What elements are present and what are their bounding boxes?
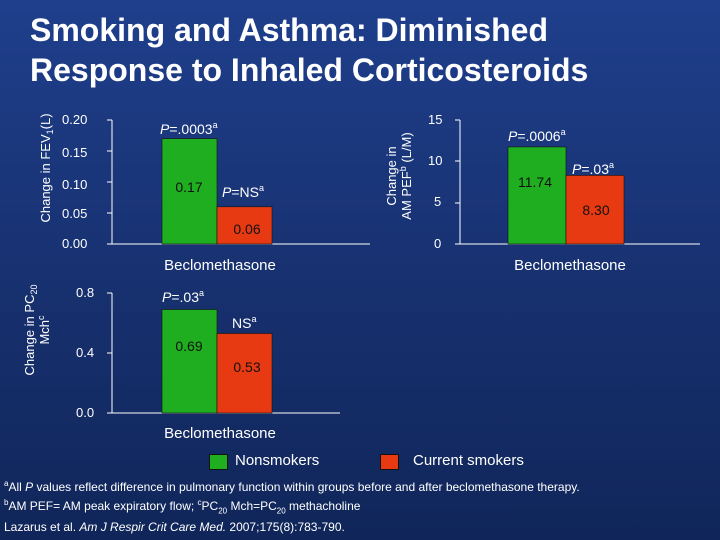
pc20-tick-0: 0.8 [76,285,94,300]
reference: Lazarus et al. Am J Respir Crit Care Med… [4,520,345,535]
ampef-bar-nonsmokers [507,146,567,245]
ampef-xlabel: Beclomethasone [514,257,626,274]
fev1-value-nonsmokers: 0.17 [175,179,202,195]
pc20-ylabel-line2: Mchc [36,315,52,345]
ampef-value-smokers: 8.30 [582,202,609,218]
footnote-bc: bAM PEF= AM peak expiratory flow; cPC20 … [4,498,361,516]
slide-title: Smoking and Asthma: Diminished Response … [30,10,700,90]
pc20-tick-1: 0.4 [76,345,94,360]
ampef-tick-2: 5 [434,194,441,209]
legend-swatch-nonsmokers [209,454,228,470]
fev1-ylabel: Change in FEV1(L) [38,113,55,222]
legend-label-nonsmokers: Nonsmokers [235,452,320,469]
pc20-tick-2: 0.0 [76,405,94,420]
fev1-tick-4: 0.00 [62,236,87,251]
pc20-bar-nonsmokers [161,309,218,414]
fev1-p-nonsmokers: P=.0003a [160,120,218,137]
fev1-tick-1: 0.15 [62,145,87,160]
pc20-ylabel-line1: Change in PC20 [22,285,39,376]
chart-fev1: Change in FEV1(L) 0.20 0.15 0.10 0.05 0.… [38,112,370,274]
ampef-value-nonsmokers: 11.74 [518,174,552,190]
fev1-bar-nonsmokers [161,138,218,245]
ampef-tick-3: 0 [434,236,441,251]
pc20-bar-smokers [216,333,273,414]
pc20-p-smokers: NSa [232,314,256,331]
ampef-ylabel-line2: AM PEFb (L/M) [398,132,414,219]
ampef-ylabel-line1: Change in [384,146,399,205]
legend-label-smokers: Current smokers [413,452,524,469]
pc20-xlabel: Beclomethasone [164,425,276,442]
fev1-p-smokers: P=NSa [222,183,264,200]
ampef-tick-0: 15 [428,112,442,127]
title-line-1: Smoking and Asthma: Diminished [30,12,548,48]
fev1-tick-0: 0.20 [62,112,87,127]
footnote-a: aAll P values reflect difference in pulm… [4,479,580,494]
legend-swatch-smokers [380,454,399,470]
ampef-tick-1: 10 [428,153,442,168]
fev1-bar-smokers [216,206,273,245]
chart-ampef: Change in AM PEFb (L/M) 15 10 5 0 11.74 … [384,112,700,274]
pc20-value-smokers: 0.53 [233,359,260,375]
ampef-bar-smokers [565,175,625,245]
ampef-p-nonsmokers: P=.0006a [508,127,566,144]
pc20-value-nonsmokers: 0.69 [175,338,202,354]
ampef-p-smokers: P=.03a [572,160,614,177]
footnotes: aAll P values reflect difference in pulm… [4,476,714,535]
fev1-xlabel: Beclomethasone [164,257,276,274]
pc20-p-nonsmokers: P=.03a [162,288,204,305]
title-line-2: Response to Inhaled Corticosteroids [30,52,589,88]
chart-pc20: Change in PC20 Mchc 0.8 0.4 0.0 0.69 0.5… [22,285,340,442]
fev1-tick-3: 0.05 [62,206,87,221]
fev1-value-smokers: 0.06 [233,221,260,237]
fev1-tick-2: 0.10 [62,177,87,192]
